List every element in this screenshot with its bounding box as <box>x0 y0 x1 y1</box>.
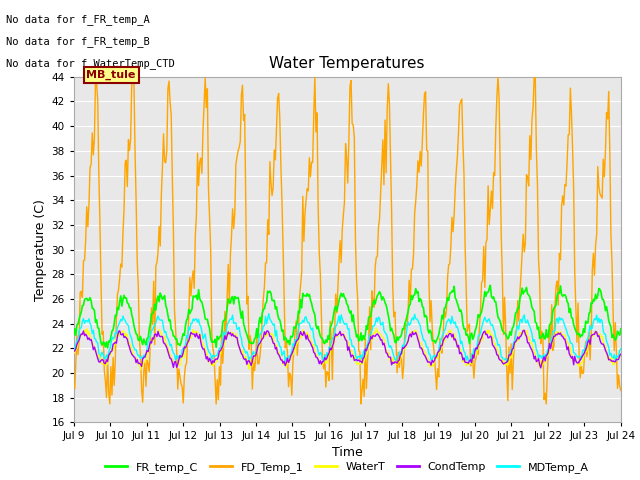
Text: No data for f_WaterTemp_CTD: No data for f_WaterTemp_CTD <box>6 58 175 69</box>
Text: No data for f_FR_temp_A: No data for f_FR_temp_A <box>6 14 150 25</box>
Title: Water Temperatures: Water Temperatures <box>269 57 425 72</box>
Text: No data for f_FR_temp_B: No data for f_FR_temp_B <box>6 36 150 47</box>
Text: MB_tule: MB_tule <box>86 70 136 81</box>
Legend: FR_temp_C, FD_Temp_1, WaterT, CondTemp, MDTemp_A: FR_temp_C, FD_Temp_1, WaterT, CondTemp, … <box>100 457 594 477</box>
Y-axis label: Temperature (C): Temperature (C) <box>34 199 47 300</box>
X-axis label: Time: Time <box>332 445 363 458</box>
